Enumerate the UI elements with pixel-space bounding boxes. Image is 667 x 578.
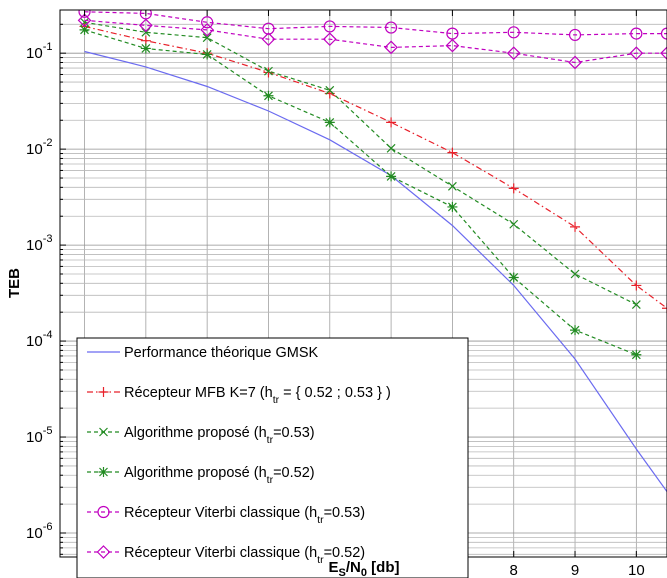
- legend-entry: Performance théorique GMSK: [124, 345, 319, 361]
- data-point: [384, 21, 398, 34]
- data-point: [80, 17, 89, 27]
- y-tick-label: 10-6: [26, 521, 52, 542]
- series-line: [84, 19, 667, 64]
- data-point: [508, 183, 519, 194]
- data-point: [141, 27, 151, 37]
- data-point: [507, 26, 520, 39]
- series-line: [84, 25, 667, 309]
- y-tick-label: 10-1: [26, 41, 52, 62]
- data-point: [662, 303, 667, 314]
- data-point: [201, 16, 214, 29]
- data-point: [263, 90, 274, 101]
- y-tick-label: 10-5: [26, 425, 52, 446]
- data-point: [508, 272, 519, 283]
- data-point: [140, 43, 151, 54]
- data-point: [631, 349, 642, 360]
- data-point: [386, 117, 397, 128]
- data-point: [384, 40, 398, 55]
- legend-marker: [97, 505, 110, 519]
- x-tick-label: 10: [628, 562, 645, 578]
- data-point: [570, 221, 581, 232]
- data-point: [509, 219, 519, 229]
- data-point: [631, 300, 641, 310]
- data-point: [506, 46, 521, 61]
- data-point: [200, 23, 215, 37]
- x-tick-label: 8: [510, 562, 518, 578]
- data-point: [630, 27, 643, 40]
- data-point: [262, 22, 275, 35]
- y-tick-label: 10-4: [26, 329, 52, 350]
- data-point: [325, 85, 335, 95]
- data-point: [261, 32, 276, 47]
- data-point: [629, 46, 644, 61]
- data-point: [77, 13, 92, 28]
- legend-entry: Algorithme proposé (htr=0.52): [124, 465, 315, 486]
- data-point: [323, 20, 336, 33]
- data-point: [568, 28, 582, 42]
- x-tick-label: 9: [571, 562, 579, 578]
- data-point: [445, 38, 460, 53]
- legend-entry: Récepteur Viterbi classique (htr=0.53): [124, 505, 365, 526]
- series-layer: [77, 10, 667, 492]
- data-point: [78, 10, 91, 18]
- y-tick-label: 10-2: [26, 137, 52, 158]
- series-5: [78, 10, 667, 42]
- data-point: [386, 171, 397, 182]
- data-point: [660, 46, 667, 61]
- data-point: [79, 24, 90, 35]
- legend-entry: Récepteur Viterbi classique (htr=0.52): [124, 545, 365, 566]
- data-point: [447, 201, 458, 212]
- data-point: [447, 147, 458, 158]
- series-4: [79, 24, 642, 360]
- legend: Performance théorique GMSK Récepteur MFB …: [76, 337, 469, 578]
- data-point: [322, 32, 337, 47]
- legend-box: [76, 337, 469, 578]
- y-tick-label: 10-3: [26, 233, 52, 254]
- data-point: [202, 49, 213, 60]
- data-point: [138, 18, 153, 33]
- legend-marker: [96, 545, 111, 559]
- data-point: [386, 143, 396, 153]
- legend-entry: Récepteur MFB K=7 (htr = { 0.52 ; 0.53 }…: [124, 385, 391, 406]
- data-point: [631, 280, 642, 291]
- x-axis-label: ES/N0 [db]: [329, 559, 400, 578]
- data-point: [570, 269, 580, 279]
- series-3: [80, 17, 641, 310]
- series-6: [77, 13, 667, 70]
- y-axis-label: TEB: [6, 268, 23, 298]
- data-point: [660, 27, 667, 40]
- series-line: [84, 11, 667, 36]
- data-point: [264, 66, 273, 76]
- legend-marker: [99, 427, 108, 437]
- legend-marker: [98, 467, 109, 477]
- data-point: [568, 55, 582, 70]
- series-line: [84, 21, 637, 306]
- legend-marker: [98, 387, 109, 397]
- data-point: [570, 325, 581, 336]
- series-line: [84, 29, 637, 356]
- legend-entry: Algorithme proposé (htr=0.53): [124, 425, 315, 446]
- data-point: [324, 117, 335, 128]
- data-point: [447, 181, 457, 191]
- data-point: [202, 33, 212, 43]
